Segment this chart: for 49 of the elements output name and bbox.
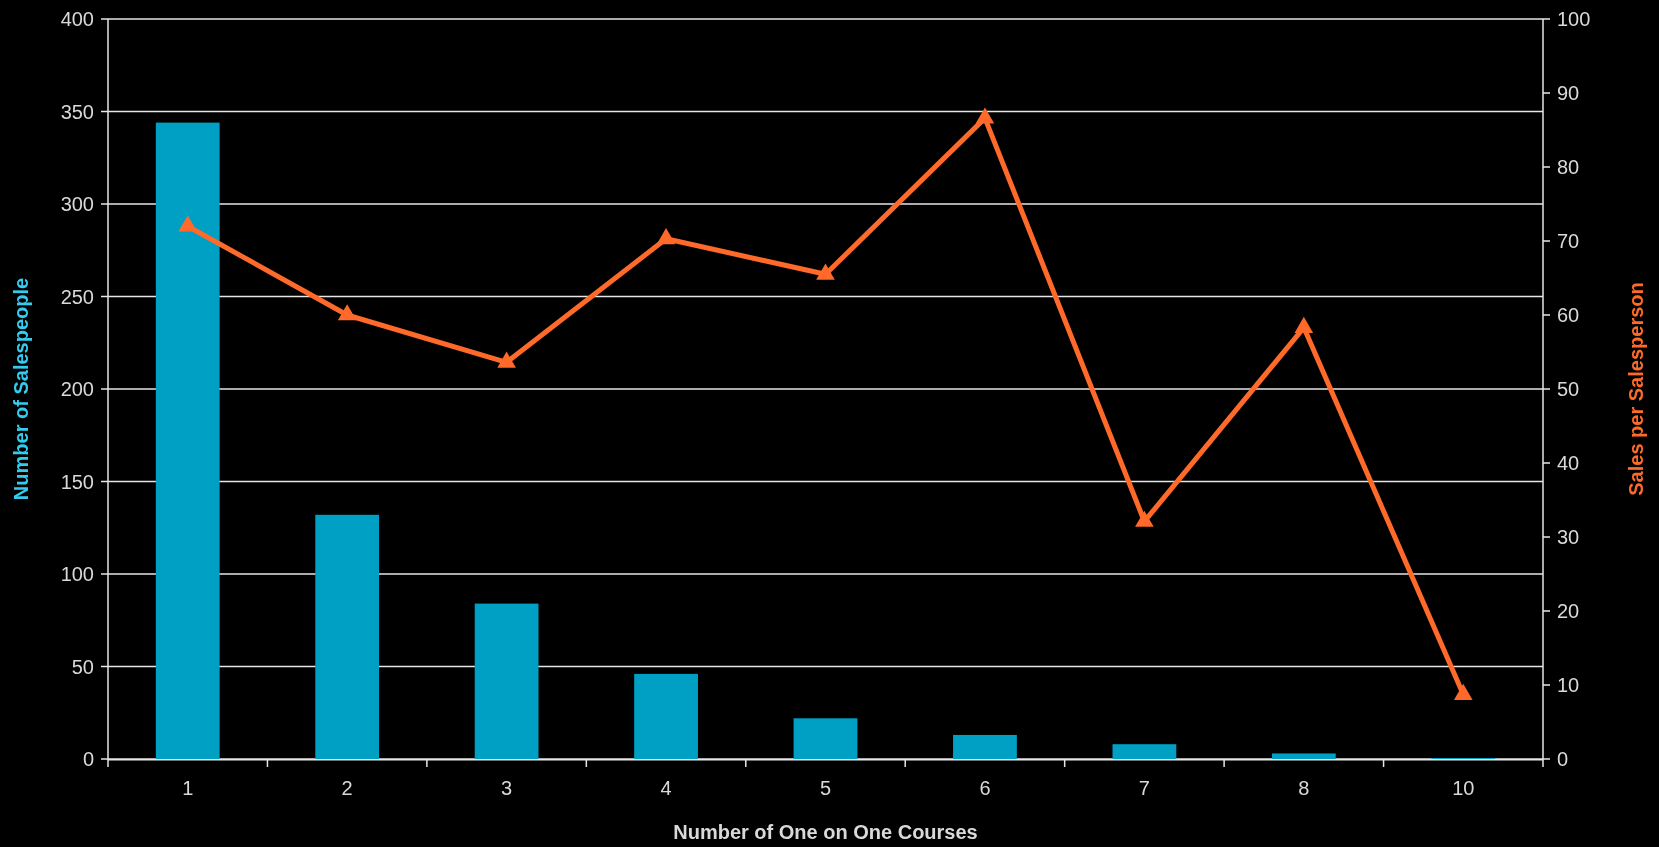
y2-tick-label: 40 [1557,452,1580,474]
point [337,304,357,321]
y-tick-label: 350 [60,100,94,123]
y-tick-label: 100 [60,563,94,585]
x-tick-label: 7 [1138,777,1150,799]
y2-tick-label: 100 [1557,8,1591,30]
bar [953,734,1017,759]
y2-tick-label: 50 [1557,378,1580,400]
y2-tick-label: 60 [1557,304,1580,326]
y2-tick-label: 20 [1557,600,1580,622]
y2-tick-label: 30 [1557,526,1580,548]
bar [474,603,539,759]
x-tick-label: 10 [1452,777,1475,799]
y2-tick-label: 90 [1557,82,1580,104]
x-tick-label: 1 [182,777,194,799]
y-tick-label: 300 [60,193,94,215]
x-tick-label: 4 [660,777,672,799]
point [497,351,516,368]
x-axis-title: Number of One on One Courses [673,821,978,843]
point [1294,316,1314,333]
bar [1271,753,1336,759]
y2-tick-label: 0 [1557,748,1569,770]
point [816,263,835,280]
bar [634,673,698,759]
point [656,228,676,245]
y-tick-label: 0 [82,748,94,770]
point [975,107,995,124]
point [178,215,198,232]
y-tick-label: 250 [60,285,94,308]
bar [793,718,858,759]
y-tick-label: 150 [60,470,94,493]
y-axis-title: Number of Salespeople [10,277,32,501]
y-tick-label: 200 [60,378,94,400]
point [1135,510,1154,527]
x-tick-label: 2 [341,777,353,799]
y2-tick-label: 70 [1557,230,1580,252]
bar [1112,744,1177,759]
x-tick-label: 8 [1298,777,1310,799]
bar [315,514,380,759]
y2-tick-label: 10 [1557,674,1580,696]
y2-axis-title: Sales per Salesperson [1625,282,1647,496]
x-tick-label: 3 [501,777,513,799]
y2-tick-label: 80 [1557,156,1580,178]
bar [155,122,220,759]
point [1453,683,1473,700]
x-tick-label: 6 [979,777,991,799]
x-tick-label: 5 [819,777,832,799]
y-tick-label: 50 [71,655,94,678]
y-tick-label: 400 [60,8,94,30]
